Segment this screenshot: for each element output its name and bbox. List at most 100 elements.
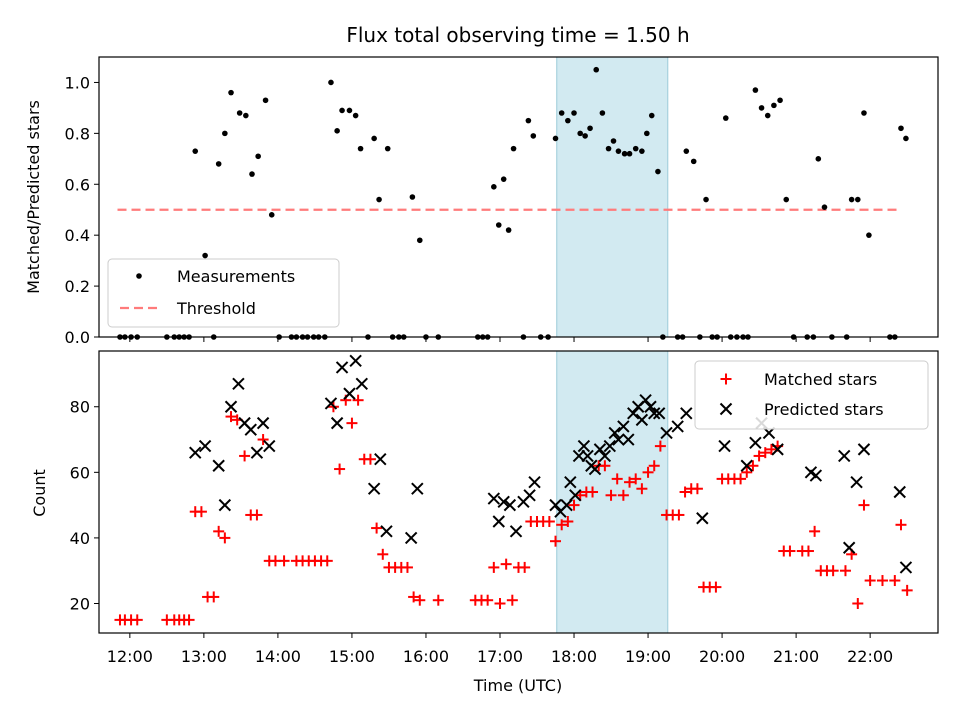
measurement-point <box>328 79 334 86</box>
predicted-star-point <box>581 449 594 463</box>
matched-star-point <box>741 466 753 478</box>
predicted-star-point <box>404 531 418 545</box>
matched-star-point <box>747 460 759 472</box>
x-marker-b <box>857 443 871 456</box>
predicted-star-point <box>324 397 338 410</box>
x-marker-b <box>680 407 693 420</box>
measurement-point <box>552 135 559 142</box>
predicted-star-point <box>487 492 501 505</box>
measurement-point <box>898 125 904 132</box>
predicted-star-point <box>411 482 424 495</box>
predicted-star-point <box>560 498 573 512</box>
top-axes-frame <box>98 56 939 338</box>
x-marker-b <box>250 446 264 459</box>
legend-measurement-marker <box>136 273 142 279</box>
x-marker-b <box>603 439 617 453</box>
measurement-point <box>621 150 628 157</box>
legend-measurements-label: Measurements <box>177 267 295 286</box>
legend-threshold-label: Threshold <box>176 299 256 318</box>
matched-star-point <box>346 417 358 429</box>
measurement-point <box>346 107 353 114</box>
measurement-point <box>771 102 777 109</box>
x-marker-b <box>593 443 607 456</box>
measurement-point <box>861 110 867 116</box>
x-marker-b <box>212 459 225 472</box>
predicted-star-point <box>367 482 381 495</box>
predicted-star-point <box>603 439 617 453</box>
matched-star-point <box>802 545 814 557</box>
measurement-point <box>777 97 783 104</box>
x-tick-label: 13:00 <box>181 647 227 666</box>
matched-star-point <box>550 535 562 547</box>
top-y-tick-label: 0.8 <box>65 124 90 143</box>
matched-star-point <box>352 394 364 406</box>
measurement-point <box>855 196 861 203</box>
predicted-star-point <box>598 449 612 463</box>
x-marker-b <box>198 439 212 453</box>
top-y-ticks: 0.0 0.2 0.4 0.6 0.8 1.0 <box>65 73 99 347</box>
matched-star-point <box>858 499 870 511</box>
x-marker-b <box>343 387 356 400</box>
legend-predicted-marker <box>719 402 733 416</box>
measurement-point <box>722 115 729 121</box>
matched-star-point <box>506 594 518 606</box>
x-marker-b <box>509 525 523 538</box>
x-marker-b <box>256 416 270 430</box>
bottom-y-axis-label: Count <box>30 469 49 517</box>
measurement-point <box>615 148 622 154</box>
measurement-point <box>505 227 512 233</box>
x-tick-label: 15:00 <box>329 647 375 666</box>
measurement-point <box>500 176 507 182</box>
predicted-star-point <box>523 489 536 502</box>
x-marker-b <box>503 498 517 512</box>
matched-star-point <box>208 591 220 603</box>
x-marker-b <box>560 498 573 512</box>
matched-star-point <box>624 476 636 488</box>
predicted-star-point <box>899 561 913 574</box>
predicted-star-point <box>639 393 652 407</box>
matched-star-point <box>225 411 237 423</box>
predicted-star-point <box>608 426 621 440</box>
x-marker-b <box>349 354 362 368</box>
x-marker-b <box>804 466 818 479</box>
measurement-point <box>587 125 593 132</box>
measurement-point <box>249 171 255 177</box>
measurement-point <box>783 196 790 203</box>
x-marker-b <box>627 407 640 420</box>
x-marker-b <box>487 492 501 505</box>
matched-star-point <box>765 443 777 455</box>
x-marker-b <box>189 446 202 459</box>
measurement-point <box>530 133 537 139</box>
x-marker-b <box>718 439 731 453</box>
x-marker-b <box>652 407 666 420</box>
x-marker-b <box>324 397 338 410</box>
predicted-star-point <box>503 498 517 512</box>
x-marker-b <box>523 489 536 502</box>
predicted-star-point <box>671 420 684 433</box>
x-tick-label: 14:00 <box>255 647 301 666</box>
bottom-y-tick-label: 80 <box>70 398 90 417</box>
top-panel: 0.0 0.2 0.4 0.6 0.8 1.0 Matched/Predicted sta… <box>24 56 939 347</box>
measurement-point <box>655 168 661 175</box>
x-marker-b <box>404 531 418 545</box>
matched-star-point <box>500 558 512 570</box>
matched-star-point <box>519 561 531 573</box>
top-y-tick-label: 0.4 <box>65 226 90 245</box>
measurement-point <box>357 145 364 152</box>
top-y-tick-label: 1.0 <box>65 73 90 92</box>
top-x-ticks <box>129 337 871 342</box>
measurement-point <box>610 138 617 144</box>
predicted-star-point <box>771 443 784 456</box>
measurement-point <box>903 135 909 142</box>
x-marker-b <box>569 489 582 502</box>
x-marker-b <box>549 498 562 512</box>
x-marker-b <box>218 498 232 512</box>
matched-star-point <box>901 584 913 596</box>
predicted-star-point <box>198 439 212 453</box>
measurement-point <box>866 232 872 238</box>
matched-star-point <box>630 473 642 485</box>
predicted-star-point <box>330 416 344 430</box>
matched-star-point <box>679 486 691 498</box>
measurement-point <box>764 112 771 119</box>
measurement-point <box>376 196 382 203</box>
